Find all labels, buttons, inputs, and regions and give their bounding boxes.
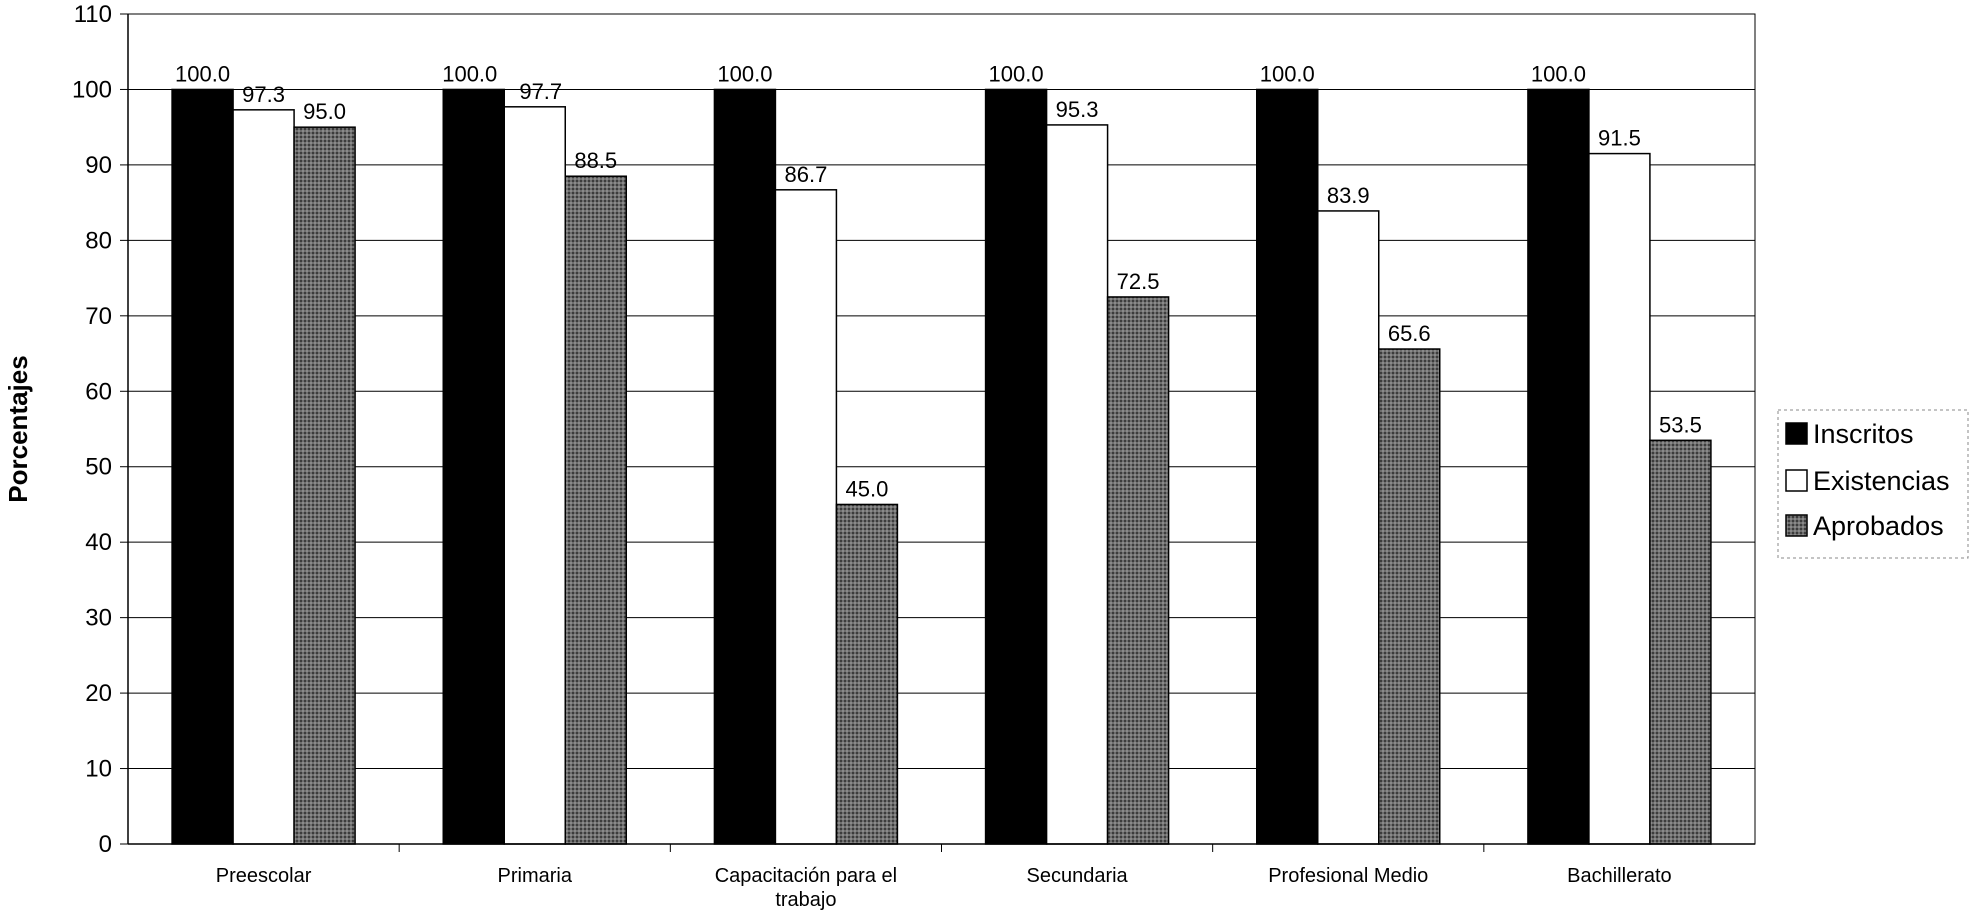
y-tick-label: 30	[85, 605, 112, 632]
data-label: 83.9	[1327, 183, 1370, 208]
y-tick-label: 20	[85, 680, 112, 707]
bar-aprobados	[1378, 348, 1441, 845]
data-label: 100.0	[989, 61, 1044, 86]
y-tick-label: 90	[85, 152, 112, 179]
data-labels: 100.0 97.3 95.0 100.0 97.7 88.5 100.0 86.7 45.0 1…	[175, 61, 1702, 501]
bar-inscritos	[442, 88, 505, 845]
legend-label: Inscritos	[1813, 419, 1914, 449]
data-label: 100.0	[717, 61, 772, 86]
bar-inscritos	[1527, 88, 1590, 845]
bar-inscritos	[984, 88, 1048, 845]
data-label: 45.0	[846, 476, 889, 501]
bar-aprobados	[1649, 439, 1712, 845]
bar-inscritos	[1256, 88, 1319, 845]
y-tick-label: 50	[85, 454, 112, 481]
data-label: 100.0	[175, 61, 230, 86]
x-tick-label: Bachillerato	[1567, 865, 1672, 887]
data-label: 100.0	[1260, 61, 1315, 86]
data-label: 72.5	[1117, 269, 1160, 294]
plot-area	[127, 13, 1756, 845]
y-axis: 0 10 20 30 40 50 60 70 80 90 100 110	[72, 1, 129, 858]
bar-existencias	[1588, 152, 1651, 845]
y-axis-title: Porcentajes	[3, 355, 33, 502]
legend-swatch-existencias	[1785, 469, 1808, 492]
data-label: 88.5	[574, 148, 617, 173]
bar-aprobados	[564, 175, 627, 845]
data-label: 100.0	[1531, 61, 1586, 86]
bar-aprobados	[293, 126, 356, 845]
bar-existencias	[1317, 210, 1380, 845]
bar-existencias	[1045, 124, 1109, 845]
bar-existencias	[774, 189, 838, 845]
gridlines	[128, 88, 1755, 770]
bar-aprobados	[835, 503, 899, 845]
data-label: 100.0	[442, 61, 497, 86]
x-axis: Preescolar Primaria Capacitación para el tr…	[128, 843, 1755, 911]
y-tick-label: 80	[85, 227, 112, 254]
bar-existencias	[503, 106, 566, 845]
data-label: 95.3	[1056, 97, 1099, 122]
legend-label: Existencias	[1813, 466, 1950, 496]
x-tick-label: Primaria	[498, 865, 573, 887]
legend-label: Aprobados	[1813, 511, 1944, 541]
data-label: 65.6	[1388, 321, 1431, 346]
data-label: 97.7	[519, 79, 562, 104]
legend-swatch-inscritos	[1785, 422, 1808, 445]
data-label: 86.7	[785, 162, 828, 187]
x-tick-label: Capacitación para el trabajo	[715, 865, 897, 911]
x-tick-label: Preescolar	[216, 865, 312, 887]
bar-existencias	[232, 109, 295, 845]
data-label: 91.5	[1598, 126, 1641, 151]
y-tick-label: 110	[74, 1, 112, 28]
x-tick-label: Profesional Medio	[1268, 865, 1428, 887]
legend-box	[1777, 409, 1969, 559]
bar-inscritos	[171, 88, 234, 845]
y-tick-label: 10	[85, 756, 112, 783]
legend: Inscritos Existencias Aprobados	[1777, 409, 1969, 559]
y-tick-label: 70	[85, 303, 112, 330]
legend-swatch-aprobados	[1785, 514, 1808, 537]
y-tick-label: 100	[72, 76, 112, 103]
data-label: 53.5	[1659, 412, 1702, 437]
bar-inscritos	[713, 88, 777, 845]
bar-aprobados	[1106, 296, 1170, 845]
y-tick-label: 0	[99, 831, 112, 858]
y-tick-label: 40	[85, 529, 112, 556]
data-label: 95.0	[303, 99, 346, 124]
x-tick-label: Secundaria	[1026, 865, 1128, 887]
data-label: 97.3	[242, 82, 285, 107]
y-tick-label: 60	[85, 378, 112, 405]
